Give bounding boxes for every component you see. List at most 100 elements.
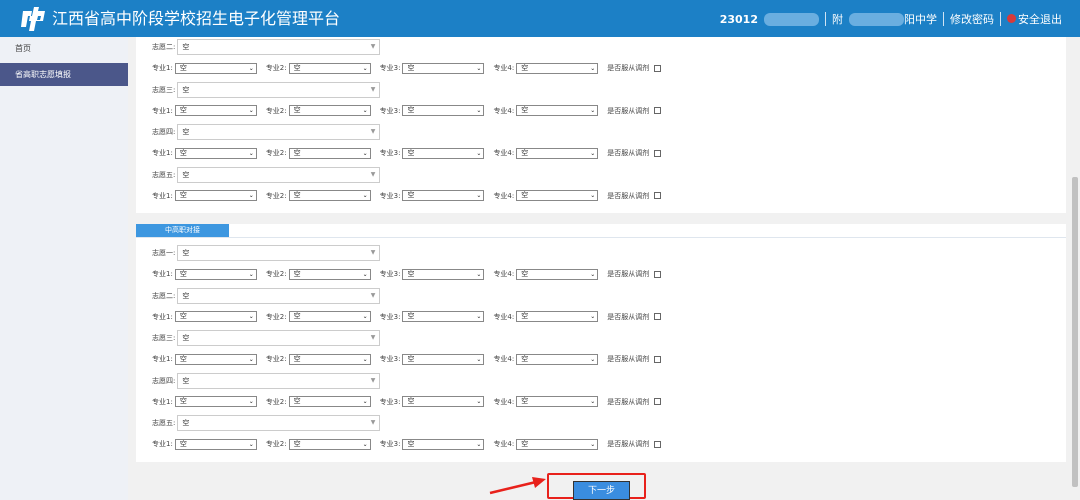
- major-select[interactable]: 空 ⌄: [402, 396, 485, 407]
- chevron-down-icon: ⌄: [362, 192, 368, 199]
- obey-adjustment-checkbox[interactable]: [654, 313, 662, 320]
- major-label: 专业3:: [379, 312, 401, 321]
- selected-value: 空: [293, 354, 301, 363]
- tab-secondary-higher-vocational[interactable]: 中高职对接: [136, 224, 229, 237]
- major-select[interactable]: 空 ⌄: [174, 396, 257, 407]
- obey-adjustment-checkbox[interactable]: [654, 270, 662, 278]
- volunteer-select[interactable]: 空 ▼: [177, 81, 381, 98]
- major-select[interactable]: 空 ⌄: [516, 62, 599, 74]
- major-label: 专业2:: [265, 312, 287, 321]
- major-select[interactable]: 空 ⌄: [288, 268, 371, 280]
- major-select[interactable]: 空 ⌄: [174, 62, 257, 74]
- selected-value: 空: [293, 439, 301, 448]
- major-select[interactable]: 空 ⌄: [402, 268, 485, 280]
- obey-adjustment-checkbox[interactable]: [654, 398, 662, 405]
- scrollbar[interactable]: [1070, 37, 1080, 500]
- major-select[interactable]: 空 ⌄: [288, 311, 371, 322]
- redacted-blur: [764, 12, 819, 26]
- selected-value: 空: [179, 354, 187, 363]
- major-select[interactable]: 空 ⌄: [288, 62, 371, 74]
- chevron-down-icon: ⌄: [590, 313, 596, 320]
- major-select[interactable]: 空 ⌄: [402, 438, 485, 450]
- major-select[interactable]: 空 ⌄: [288, 353, 371, 365]
- volunteer-select[interactable]: 空 ▼: [177, 245, 381, 261]
- major-select[interactable]: 空 ⌄: [402, 190, 485, 201]
- volunteer-select[interactable]: 空 ▼: [177, 415, 381, 431]
- selected-value: 空: [293, 191, 301, 199]
- major-select[interactable]: 空 ⌄: [174, 268, 257, 280]
- volunteer-select[interactable]: 空 ▼: [177, 330, 381, 346]
- major-select[interactable]: 空 ⌄: [516, 311, 599, 322]
- major-select[interactable]: 空 ⌄: [174, 438, 257, 450]
- major-select[interactable]: 空 ⌄: [174, 147, 257, 159]
- chevron-down-icon: ⌄: [362, 440, 368, 448]
- chevron-down-icon: ⌄: [248, 64, 254, 72]
- major-label: 专业4:: [493, 64, 515, 72]
- selected-value: 空: [407, 354, 415, 363]
- next-step-button[interactable]: 下一步: [573, 481, 630, 500]
- sidebar-item-home[interactable]: 首页: [15, 44, 31, 53]
- major-row: 专业1: 空 ⌄ 专业2: 空 ⌄ 专业3: 空 ⌄ 专业4: 空 ⌄ 是否服从调剂: [152, 309, 662, 325]
- selected-value: 空: [521, 439, 529, 448]
- chevron-down-icon: ⌄: [590, 107, 596, 114]
- change-password-link[interactable]: 修改密码: [950, 13, 994, 26]
- major-select[interactable]: 空 ⌄: [402, 353, 485, 365]
- major-select[interactable]: 空 ⌄: [516, 105, 599, 116]
- major-label: 专业2:: [265, 355, 287, 363]
- major-label: 专业2:: [265, 397, 287, 406]
- major-select[interactable]: 空 ⌄: [516, 190, 599, 201]
- major-select[interactable]: 空 ⌄: [516, 396, 599, 407]
- major-select[interactable]: 空 ⌄: [402, 105, 485, 116]
- selected-value: 空: [293, 397, 301, 405]
- selected-value: 空: [179, 148, 187, 157]
- major-label: 专业1:: [152, 397, 173, 406]
- volunteer-select[interactable]: 空 ▼: [177, 166, 381, 183]
- obey-adjustment-checkbox[interactable]: [654, 440, 662, 448]
- major-select[interactable]: 空 ⌄: [516, 268, 599, 280]
- major-select[interactable]: 空 ⌄: [288, 147, 371, 159]
- major-select[interactable]: 空 ⌄: [288, 438, 371, 450]
- logout-link[interactable]: 安全退出: [1007, 11, 1062, 27]
- major-select[interactable]: 空 ⌄: [516, 353, 599, 365]
- dropdown-arrow-icon: ▼: [370, 334, 376, 341]
- scrollbar-thumb[interactable]: [1072, 177, 1078, 487]
- volunteer-select[interactable]: 空 ▼: [177, 124, 381, 140]
- major-select[interactable]: 空 ⌄: [288, 190, 371, 201]
- major-select[interactable]: 空 ⌄: [174, 105, 257, 116]
- obey-adjustment-checkbox[interactable]: [654, 192, 662, 199]
- major-select[interactable]: 空 ⌄: [288, 105, 371, 116]
- selected-value: 空: [179, 312, 187, 320]
- selected-value: 空: [293, 312, 301, 320]
- major-select[interactable]: 空 ⌄: [174, 190, 257, 201]
- major-select[interactable]: 空 ⌄: [402, 62, 485, 74]
- selected-value: 空: [407, 312, 415, 320]
- major-select[interactable]: 空 ⌄: [174, 353, 257, 365]
- selected-value: 空: [407, 269, 415, 278]
- major-select[interactable]: 空 ⌄: [402, 311, 485, 322]
- sidebar-item-vocational-application[interactable]: 省高职志愿填报: [0, 63, 128, 86]
- major-label: 专业1:: [152, 106, 173, 115]
- major-row: 专业1: 空 ⌄ 专业2: 空 ⌄ 专业3: 空 ⌄ 专业4: 空 ⌄ 是否服从调剂: [152, 266, 662, 282]
- volunteer-select[interactable]: 空 ▼: [177, 39, 381, 55]
- chevron-down-icon: ⌄: [248, 355, 254, 363]
- major-select[interactable]: 空 ⌄: [516, 438, 599, 450]
- obey-adjustment-checkbox[interactable]: [654, 149, 662, 157]
- tab-divider: [136, 237, 1066, 238]
- major-select[interactable]: 空 ⌄: [174, 311, 257, 322]
- major-label: 专业2:: [265, 191, 287, 200]
- major-select[interactable]: 空 ⌄: [402, 147, 485, 159]
- major-label: 专业4:: [493, 440, 515, 448]
- volunteer-select[interactable]: 空 ▼: [177, 287, 381, 304]
- divider: [825, 12, 826, 26]
- logo-icon: [21, 7, 45, 31]
- obey-adjustment-checkbox[interactable]: [654, 355, 662, 363]
- chevron-down-icon: ⌄: [590, 270, 596, 278]
- chevron-down-icon: ⌄: [590, 440, 596, 448]
- volunteer-label: 志愿四:: [152, 128, 176, 136]
- chevron-down-icon: ⌄: [362, 398, 368, 405]
- major-select[interactable]: 空 ⌄: [516, 147, 599, 159]
- volunteer-select[interactable]: 空 ▼: [177, 372, 381, 389]
- obey-adjustment-checkbox[interactable]: [654, 64, 662, 72]
- obey-adjustment-checkbox[interactable]: [654, 107, 662, 114]
- major-select[interactable]: 空 ⌄: [288, 396, 371, 407]
